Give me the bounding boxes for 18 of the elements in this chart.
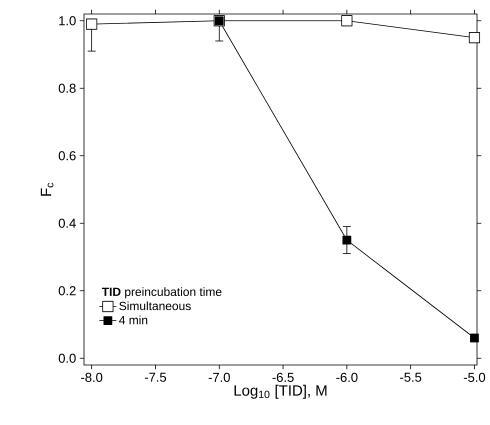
x-tick-label: -6.5	[272, 372, 294, 382]
legend-title: TID preincubation time	[102, 287, 222, 298]
legend-label: 4 min	[119, 316, 148, 324]
y-tick-label: 0.8	[58, 84, 76, 93]
x-tick-label: -7.0	[208, 372, 230, 382]
x-tick-label: -5.5	[400, 372, 422, 382]
y-tick-label: 0.0	[58, 354, 76, 363]
x-axis-title: Log$_{10}$ [TID], M	[234, 384, 326, 399]
y-tick-label: 1.0	[59, 16, 76, 26]
x-tick-label: -5.0	[464, 372, 486, 382]
x-tick-label: -6.0	[336, 372, 358, 382]
legend-label: Simultaneous	[119, 301, 191, 310]
x-tick-label: -7.5	[144, 372, 166, 382]
y-axis-title: F$_{c}$	[40, 182, 54, 196]
y-tick-label: 0.2	[58, 286, 76, 296]
y-tick-label: 0.6	[58, 151, 76, 160]
x-tick-label: -8.0	[81, 372, 102, 382]
y-tick-label: 0.4	[58, 218, 76, 228]
